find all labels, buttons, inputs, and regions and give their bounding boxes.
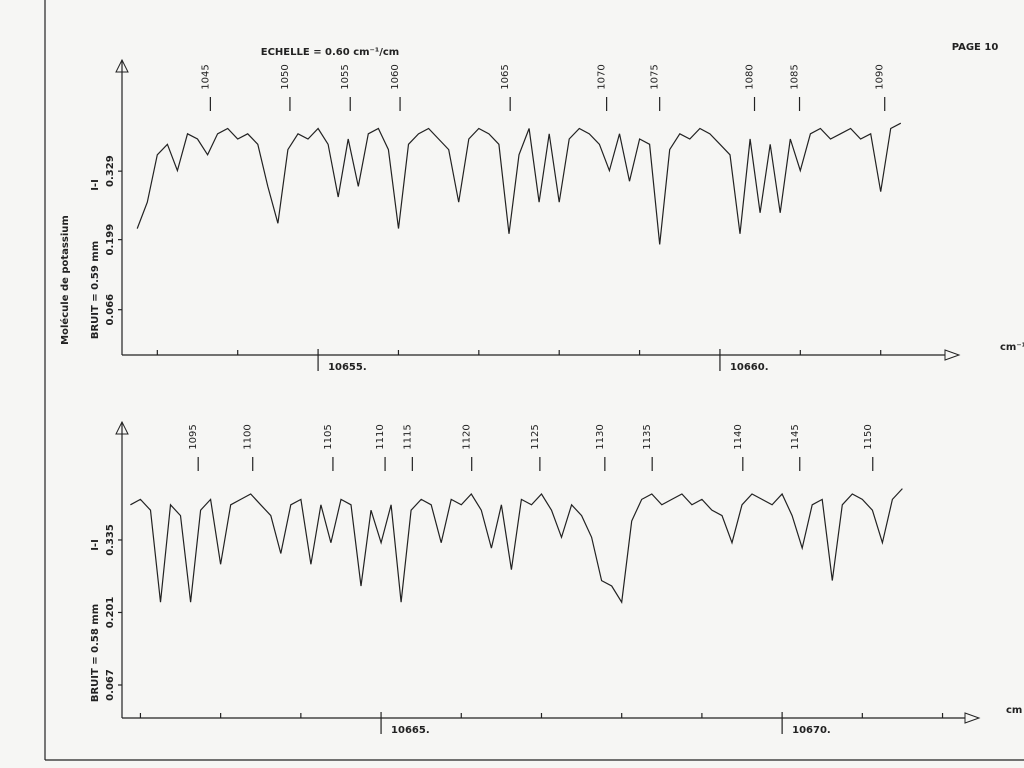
x-axis-label: cm⁻¹ bbox=[1000, 342, 1024, 353]
y-tick-label: 0.335 bbox=[105, 524, 116, 556]
chart-title: ECHELLE = 0.60 cm⁻¹/cm bbox=[261, 47, 399, 58]
assignment-label: 1100 bbox=[243, 424, 254, 449]
y-tick-label: 0.066 bbox=[105, 294, 116, 326]
y-axis-label: BRUIT = 0.59 mm bbox=[90, 241, 101, 339]
x-tick-label: 10660. bbox=[730, 362, 769, 373]
assignment-label: 1150 bbox=[863, 424, 874, 449]
x-tick-label: 10665. bbox=[391, 725, 430, 736]
y-tick-label: 0.329 bbox=[105, 155, 116, 187]
y-symbol: I-I bbox=[90, 539, 101, 551]
assignment-label: 1105 bbox=[323, 424, 334, 449]
y-tick-label: 0.201 bbox=[105, 597, 116, 629]
assignment-label: 1075 bbox=[650, 64, 661, 89]
y-arrow bbox=[115, 420, 129, 435]
y-tick-label: 0.067 bbox=[105, 669, 116, 701]
assignment-label: 1085 bbox=[790, 64, 801, 89]
x-tick-label: 10670. bbox=[792, 725, 831, 736]
assignment-label: 1080 bbox=[745, 64, 756, 89]
assignment-label: 1135 bbox=[642, 424, 653, 449]
assignment-label: 1065 bbox=[500, 64, 511, 89]
assignment-label: 1045 bbox=[200, 64, 211, 89]
x-tick-label: 10655. bbox=[328, 362, 367, 373]
x-arrow bbox=[944, 349, 961, 361]
assignment-label: 1050 bbox=[280, 64, 291, 89]
y-tick-label: 0.199 bbox=[105, 224, 116, 256]
x-arrow bbox=[964, 712, 981, 724]
assignment-label: 1140 bbox=[733, 424, 744, 449]
page-number: PAGE 10 bbox=[952, 42, 999, 53]
spectrum-line bbox=[130, 488, 903, 604]
y-axis-label: Molécule de potassium bbox=[59, 215, 71, 345]
assignment-label: 1090 bbox=[875, 64, 886, 89]
y-symbol: I-I bbox=[90, 179, 101, 191]
assignment-label: 1110 bbox=[375, 424, 386, 449]
assignment-label: 1130 bbox=[595, 424, 606, 449]
y-arrow bbox=[115, 58, 129, 73]
x-axis-label: cm bbox=[1006, 705, 1022, 716]
assignment-label: 1095 bbox=[188, 424, 199, 449]
assignment-label: 1145 bbox=[790, 424, 801, 449]
assignment-label: 1055 bbox=[340, 64, 351, 89]
assignment-label: 1115 bbox=[402, 424, 413, 449]
spectrum-line bbox=[136, 122, 902, 245]
assignment-label: 1060 bbox=[390, 64, 401, 89]
assignment-label: 1120 bbox=[462, 424, 473, 449]
y-axis-label: BRUIT = 0.58 mm bbox=[90, 604, 101, 702]
assignment-label: 1070 bbox=[597, 64, 608, 89]
assignment-label: 1125 bbox=[530, 424, 541, 449]
